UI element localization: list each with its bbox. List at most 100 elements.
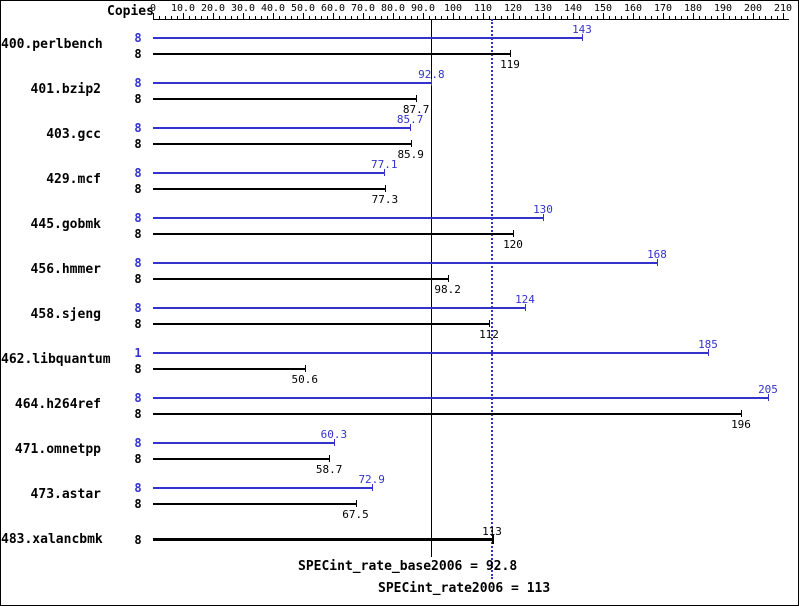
peak-bar-endcap (410, 124, 412, 131)
base-reference-line (431, 19, 433, 557)
base-value-label: 112 (479, 328, 499, 341)
benchmark-label: 462.libquantum (1, 352, 111, 367)
x-axis-minor-tick (591, 16, 592, 19)
peak-bar (153, 172, 385, 174)
x-axis-minor-tick (531, 16, 532, 19)
base-bar (153, 413, 741, 415)
x-axis-minor-tick (585, 16, 586, 19)
x-axis-minor-tick (669, 16, 670, 19)
x-axis-tick-label: 120 (503, 3, 523, 14)
x-axis-minor-tick (351, 16, 352, 19)
base-bar-endcap (492, 535, 494, 544)
x-axis-tick-label: 50.0 (290, 3, 316, 14)
x-axis-major-tick (393, 13, 394, 19)
x-axis-minor-tick (597, 16, 598, 19)
peak-bar-endcap (333, 439, 335, 446)
x-axis-minor-tick (495, 16, 496, 19)
x-axis-minor-tick (567, 16, 568, 19)
x-axis-major-tick (513, 13, 514, 19)
x-axis-minor-tick (489, 16, 490, 19)
x-axis-minor-tick (435, 16, 436, 19)
peak-reference-line (491, 19, 493, 579)
peak-value-label: 60.3 (320, 428, 348, 441)
base-value-label: 58.7 (315, 463, 343, 476)
x-axis-minor-tick (177, 16, 178, 19)
x-axis-minor-tick (561, 16, 562, 19)
x-axis-minor-tick (621, 16, 622, 19)
x-axis-tick-label: 70.0 (350, 3, 376, 14)
peak-bar-endcap (431, 79, 433, 86)
x-axis-minor-tick (441, 16, 442, 19)
benchmark-label: 464.h264ref (14, 397, 101, 412)
x-axis-major-tick (273, 13, 274, 19)
base-bar (153, 233, 513, 235)
benchmark-label: 458.sjeng (30, 307, 101, 322)
peak-bar-endcap (371, 484, 373, 491)
peak-bar (153, 352, 708, 354)
base-copies-label: 8 (134, 362, 142, 376)
x-axis-minor-tick (321, 16, 322, 19)
x-axis-minor-tick (405, 16, 406, 19)
x-axis-major-tick (363, 13, 364, 19)
x-axis-tick-label: 130 (533, 3, 553, 14)
x-axis-minor-tick (429, 16, 430, 19)
base-bar-endcap (304, 365, 306, 372)
x-axis-major-tick (633, 13, 634, 19)
x-axis-minor-tick (417, 16, 418, 19)
x-axis-tick-label: 60.0 (320, 3, 346, 14)
x-axis-minor-tick (207, 16, 208, 19)
x-axis-line (153, 19, 789, 20)
x-axis-tick-label: 10.0 (170, 3, 196, 14)
x-axis-minor-tick (339, 16, 340, 19)
x-axis-major-tick (753, 13, 754, 19)
base-copies-label: 8 (134, 407, 142, 421)
base-copies-label: 8 (134, 317, 142, 331)
peak-bar (153, 82, 432, 84)
x-axis-major-tick (153, 13, 154, 19)
base-bar (153, 503, 356, 505)
x-axis-minor-tick (237, 16, 238, 19)
base-bar (153, 98, 417, 100)
base-bar-endcap (447, 275, 449, 282)
x-axis-minor-tick (279, 16, 280, 19)
base-bar (153, 278, 448, 280)
benchmark-label: 403.gcc (46, 127, 101, 142)
x-axis-minor-tick (741, 16, 742, 19)
peak-bar-endcap (708, 349, 709, 356)
peak-bar-endcap (768, 394, 769, 401)
base-bar (153, 368, 305, 370)
peak-copies-label: 8 (134, 391, 142, 405)
x-axis-tick-label: 0 (149, 3, 157, 14)
benchmark-label: 456.hmmer (30, 262, 101, 277)
base-value-label: 196 (731, 418, 751, 431)
base-bar-endcap (384, 185, 386, 192)
x-axis-minor-tick (315, 16, 316, 19)
peak-value-label: 143 (572, 23, 592, 36)
x-axis-minor-tick (717, 16, 718, 19)
base-value-label: 85.9 (397, 148, 424, 161)
x-axis-minor-tick (765, 16, 766, 19)
x-axis-major-tick (543, 13, 544, 19)
benchmark-label: 429.mcf (46, 172, 101, 187)
x-axis-major-tick (333, 13, 334, 19)
x-axis-tick-label: 100 (443, 3, 463, 14)
x-axis-minor-tick (309, 16, 310, 19)
base-copies-label: 8 (134, 137, 142, 151)
base-bar (153, 538, 492, 541)
x-axis-major-tick (693, 13, 694, 19)
x-axis-major-tick (183, 13, 184, 19)
x-axis-minor-tick (639, 16, 640, 19)
base-copies-label: 8 (134, 533, 142, 547)
x-axis-tick-label: 80.0 (380, 3, 406, 14)
base-bar-endcap (410, 140, 412, 147)
copies-column-header: Copies (107, 4, 154, 19)
x-axis-tick-label: 150 (593, 3, 613, 14)
base-copies-label: 8 (134, 182, 142, 196)
base-bar-endcap (329, 455, 331, 462)
peak-bar (153, 127, 411, 129)
x-axis-minor-tick (681, 16, 682, 19)
x-axis-minor-tick (675, 16, 676, 19)
x-axis-minor-tick (261, 16, 262, 19)
peak-value-label: 130 (533, 203, 553, 216)
